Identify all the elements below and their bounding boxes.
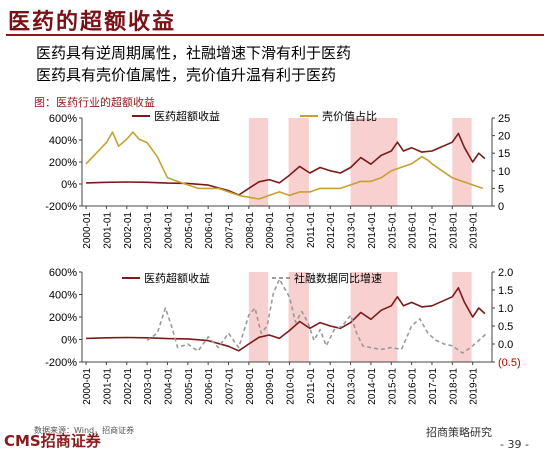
shaded-period-1 — [288, 118, 309, 206]
x-tick-label: 2007-01 — [225, 212, 236, 249]
shaded-period-0 — [248, 118, 269, 206]
x-tick-label: 2002-01 — [123, 368, 134, 405]
x-tick-label: 2007-01 — [225, 368, 236, 405]
x-tick-label: 2014-01 — [367, 212, 378, 249]
brand-logo: CMS招商证券 — [4, 432, 101, 450]
right-tick-label: 1.0 — [498, 303, 513, 315]
x-tick-label: 2011-01 — [306, 368, 317, 404]
x-tick-label: 2014-01 — [367, 368, 378, 405]
right-tick-label: 0.5 — [498, 321, 513, 333]
series-line-医药超额收益 — [86, 286, 486, 352]
left-tick-label: 600% — [49, 113, 77, 125]
shaded-period-0 — [248, 272, 269, 362]
x-tick-label: 2008-01 — [245, 368, 256, 405]
right-tick-label: (0.5) — [498, 357, 521, 369]
x-tick-label: 2015-01 — [387, 212, 398, 249]
x-tick-label: 2006-01 — [204, 368, 215, 405]
page-title: 医药的超额收益 — [8, 10, 177, 35]
x-tick-label: 2009-01 — [265, 212, 276, 249]
bullet-credit: 医药具有逆周期属性，社融增速下滑有利于医药 — [36, 44, 352, 62]
x-tick-label: 2013-01 — [347, 368, 358, 405]
x-tick-label: 2000-01 — [82, 368, 93, 405]
shaded-period-3 — [452, 118, 472, 206]
legend-label: 壳价值占比 — [322, 109, 377, 123]
x-tick-label: 2019-01 — [469, 212, 480, 249]
right-tick-label: 0.0 — [498, 339, 513, 351]
page-number: - 39 - — [500, 438, 529, 451]
series-line-医药超额收益 — [86, 132, 486, 196]
series-line-壳价值占比 — [85, 131, 484, 200]
left-tick-label: -200% — [45, 357, 77, 369]
shaded-period-3 — [452, 272, 472, 362]
x-tick-label: 2012-01 — [326, 212, 337, 249]
left-tick-label: 0% — [61, 335, 77, 347]
x-tick-label: 2004-01 — [163, 368, 174, 405]
left-tick-label: 200% — [49, 312, 77, 324]
x-tick-label: 2005-01 — [184, 212, 195, 249]
left-tick-label: 400% — [49, 135, 77, 147]
left-tick-label: 400% — [49, 290, 77, 302]
x-tick-label: 2008-01 — [245, 212, 256, 249]
left-tick-label: 0% — [61, 179, 77, 191]
right-tick-label: 0 — [498, 201, 504, 213]
x-tick-label: 2011-01 — [306, 212, 317, 248]
x-tick-label: 2013-01 — [347, 212, 358, 249]
x-tick-label: 2000-01 — [82, 212, 93, 249]
x-tick-label: 2003-01 — [143, 212, 154, 249]
x-tick-label: 2016-01 — [408, 212, 419, 249]
legend-label: 医药超额收益 — [144, 271, 210, 285]
right-tick-label: 5 — [498, 183, 504, 195]
left-tick-label: -200% — [45, 201, 77, 213]
legend-label: 医药超额收益 — [154, 109, 220, 123]
legend-label: 社融数据同比增速 — [294, 271, 382, 285]
wechat-account: 招商策略研究 — [426, 426, 492, 439]
right-tick-label: 1.5 — [498, 285, 513, 297]
x-tick-label: 2016-01 — [408, 368, 419, 405]
right-tick-label: 20 — [498, 131, 510, 143]
right-tick-label: 10 — [498, 166, 510, 178]
source-note: 数据来源：Wind，招商证券 — [34, 426, 135, 435]
x-tick-label: 2004-01 — [163, 212, 174, 249]
x-tick-label: 2017-01 — [428, 212, 439, 249]
x-tick-label: 2001-01 — [102, 368, 113, 405]
bullet-shell: 医药具有壳价值属性，壳价值升温有利于医药 — [36, 66, 337, 84]
right-tick-label: 15 — [498, 148, 510, 160]
x-tick-label: 2010-01 — [286, 368, 297, 405]
x-tick-label: 2017-01 — [428, 368, 439, 405]
x-tick-label: 2018-01 — [448, 368, 459, 405]
left-tick-label: 200% — [49, 157, 77, 169]
x-tick-label: 2003-01 — [143, 368, 154, 405]
x-tick-label: 2005-01 — [184, 368, 195, 405]
x-tick-label: 2015-01 — [387, 368, 398, 405]
x-tick-label: 2012-01 — [326, 368, 337, 405]
x-tick-label: 2018-01 — [448, 212, 459, 249]
x-tick-label: 2006-01 — [204, 212, 215, 249]
x-tick-label: 2010-01 — [286, 212, 297, 249]
x-tick-label: 2001-01 — [102, 212, 113, 249]
right-tick-label: 25 — [498, 113, 510, 125]
x-tick-label: 2009-01 — [265, 368, 276, 405]
left-tick-label: 600% — [49, 267, 77, 279]
x-tick-label: 2019-01 — [469, 368, 480, 405]
title-divider — [6, 34, 544, 36]
right-tick-label: 2.0 — [498, 267, 513, 279]
chart-caption: 图：医药行业的超额收益 — [34, 96, 155, 109]
x-tick-label: 2002-01 — [123, 212, 134, 249]
series-line-社融数据同比增速 — [146, 278, 488, 354]
